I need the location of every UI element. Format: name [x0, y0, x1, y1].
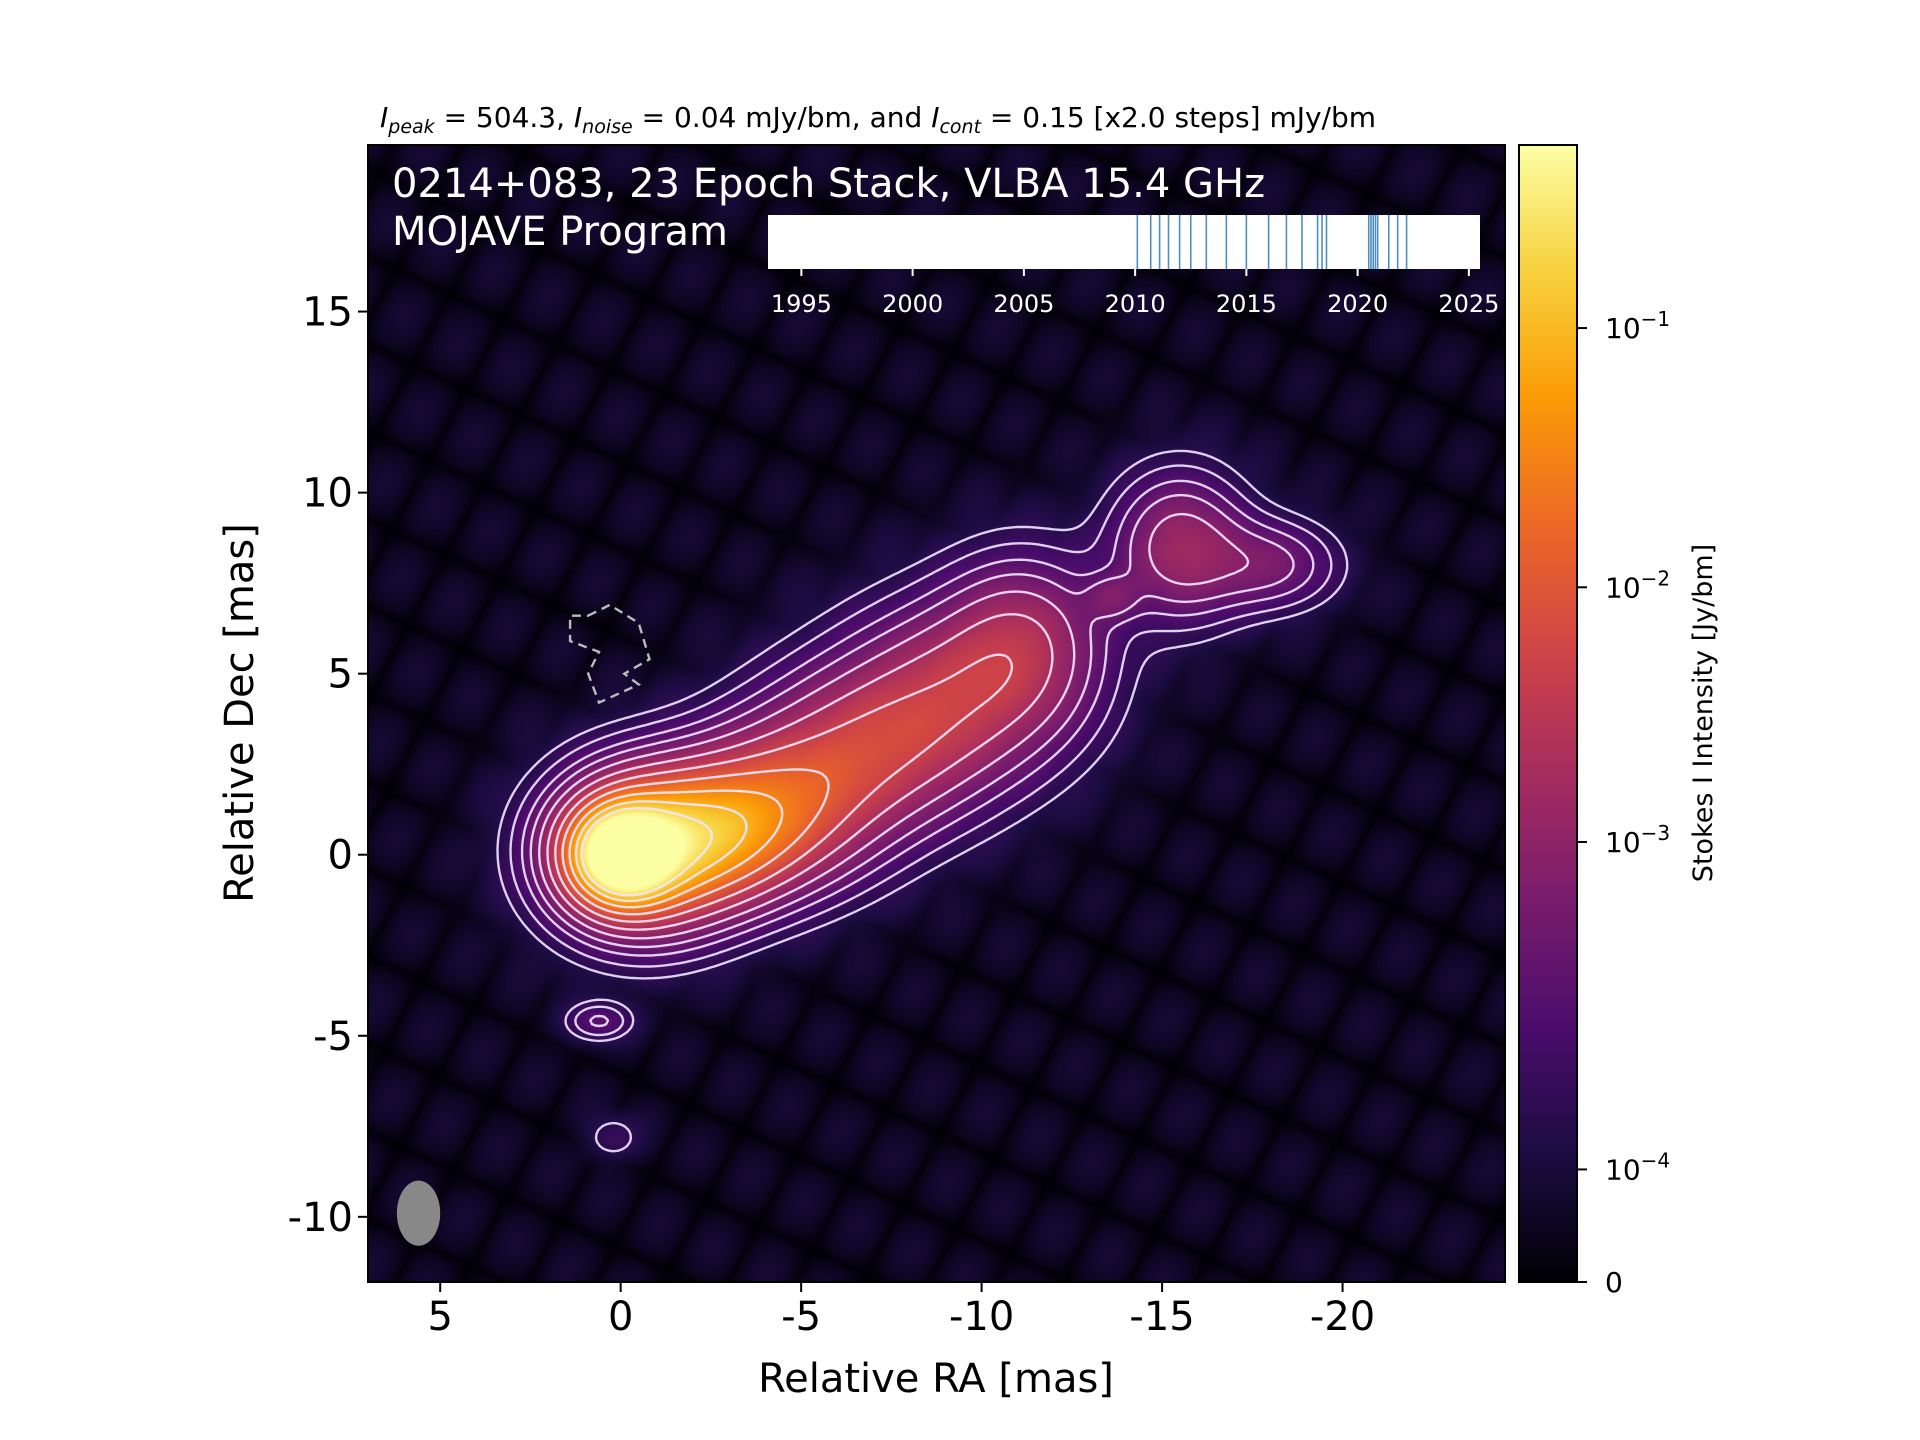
x-tick-label: 0: [608, 1294, 633, 1340]
plot-title-line2: MOJAVE Program: [392, 209, 728, 255]
timeline-tick-label: 2015: [1216, 290, 1277, 318]
colorbar-tick-label: 10−3: [1605, 821, 1670, 859]
contour-level: [520, 479, 1315, 1028]
timeline-background: [768, 215, 1480, 269]
x-axis-label: Relative RA [mas]: [758, 1356, 1114, 1402]
y-tick-label: -5: [313, 1014, 353, 1060]
negative-contour: [568, 603, 651, 705]
contour-level: [580, 807, 713, 897]
x-tick-label: -20: [1310, 1294, 1375, 1340]
timeline-tick-label: 2010: [1105, 290, 1166, 318]
timeline-tick-label: 2000: [882, 290, 943, 318]
y-tick-label: -10: [288, 1195, 353, 1241]
x-tick-label: 5: [427, 1294, 452, 1340]
timeline-tick-label: 2025: [1438, 290, 1499, 318]
contour-lines: [496, 449, 1349, 1153]
y-tick-label: 0: [328, 833, 353, 879]
contour-level: [538, 512, 1250, 940]
x-tick-label: -5: [781, 1294, 821, 1340]
x-tick-label: -15: [1129, 1294, 1194, 1340]
y-tick-label: 15: [302, 290, 353, 336]
colorbar-tick-label: 10−4: [1605, 1148, 1670, 1186]
epoch-lines: [1136, 215, 1408, 269]
timeline-ticks: 1995 2000 2005 2010 2015 2020 2025: [771, 269, 1499, 318]
y-axis-label: Relative Dec [mas]: [217, 523, 263, 903]
y-tick-label: 5: [328, 652, 353, 698]
timeline-tick-label: 2005: [993, 290, 1054, 318]
contour-level: [554, 653, 1014, 923]
beam-ellipse: [396, 1180, 441, 1246]
colorbar-tick-label: 10−2: [1605, 566, 1670, 604]
epoch-timeline: 1995 2000 2005 2010 2015 2020 2025: [768, 215, 1499, 318]
plot-title-line1: 0214+083, 23 Epoch Stack, VLBA 15.4 GHz: [392, 161, 1265, 207]
colorbar-bar: [1518, 144, 1578, 1283]
contour-level: [496, 449, 1349, 1153]
x-axis-ticks: 5 0 -5 -10 -15 -20: [427, 1282, 1375, 1340]
y-axis-ticks: 15 10 5 0 -5 -10: [288, 290, 368, 1241]
contour-level: [546, 613, 1054, 931]
colorbar-tick-label: 0: [1605, 1266, 1623, 1299]
y-tick-label: 10: [302, 471, 353, 517]
contour-level: [568, 789, 784, 909]
contour-level: [561, 768, 830, 916]
timeline-tick-label: 2020: [1327, 290, 1388, 318]
colorbar: 10−1 10−2 10−3 10−4 0 Stokes I Intensity [Jy…: [1518, 144, 1719, 1299]
header-text: Ipeak = 504.3, Inoise = 0.04 mJy/bm, and…: [380, 101, 1376, 138]
timeline-tick-label: 1995: [771, 290, 832, 318]
colorbar-label: Stokes I Intensity [Jy/bm]: [1688, 544, 1719, 882]
image-panel: [367, 144, 1506, 1283]
contour-level: [574, 800, 748, 903]
contour-level: [509, 464, 1333, 1037]
intensity-map: [368, 145, 1505, 1282]
plot-frame: [367, 144, 1506, 1283]
colorbar-tick-label: 10−1: [1605, 307, 1670, 345]
colorbar-ticks: 10−1 10−2 10−3 10−4 0: [1577, 307, 1670, 1299]
contour-level: [529, 494, 1295, 949]
x-tick-label: -10: [949, 1294, 1014, 1340]
